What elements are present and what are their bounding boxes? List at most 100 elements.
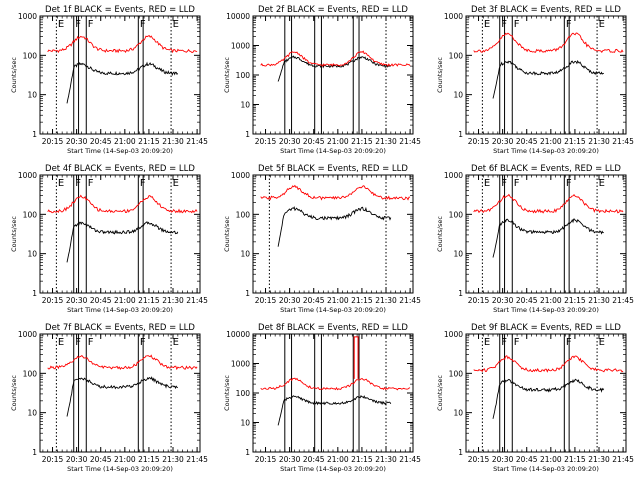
plot-frame: [465, 333, 627, 453]
x-tick-label: 21:00: [327, 296, 349, 305]
panel-9: Det 9f BLACK = Events, RED = LLD 1 10 100 10…: [436, 323, 634, 473]
x-tick-label: 20:45: [90, 296, 112, 305]
plot-frame: [39, 333, 201, 453]
x-tick-label: 21:45: [399, 455, 421, 464]
x-tick-label: 21:15: [351, 296, 373, 305]
plot-frame: [252, 174, 414, 294]
y-axis-label: Counts/sec: [436, 57, 444, 93]
marker-label: E: [599, 337, 605, 348]
marker-label: F: [88, 337, 94, 348]
marker-label: F: [88, 19, 94, 30]
x-tick-label: 20:45: [516, 137, 538, 146]
y-tick-label: 1: [458, 130, 463, 139]
x-tick-label: 21:00: [540, 455, 562, 464]
panel-title: Det 4f BLACK = Events, RED = LLD: [45, 164, 195, 174]
x-tick-label: 20:45: [516, 296, 538, 305]
y-tick-label: 1000: [18, 330, 37, 339]
lld-series-line: [260, 50, 411, 67]
panel-title: Det 6f BLACK = Events, RED = LLD: [471, 164, 621, 174]
x-tick-label: 20:15: [255, 296, 277, 305]
panel-1: Det 1f BLACK = Events, RED = LLD 1 10 100 10…: [10, 5, 208, 155]
x-tick-label: 21:15: [351, 455, 373, 464]
y-tick-label: 10: [27, 250, 37, 259]
y-tick-label: 10: [27, 409, 37, 418]
x-tick-label: 20:15: [42, 455, 64, 464]
lld-series-line: [260, 377, 411, 391]
marker-label: E: [58, 337, 64, 348]
marker-label: E: [173, 19, 179, 30]
y-tick-label: 100: [236, 71, 251, 80]
marker-label: E: [599, 19, 605, 30]
marker-label: E: [484, 337, 490, 348]
x-tick-label: 21:30: [162, 137, 184, 146]
y-tick-label: 100: [23, 369, 38, 378]
x-axis-label: Start Time (14-Sep-03 20:09:20): [493, 147, 599, 155]
x-tick-label: 21:45: [399, 296, 421, 305]
plot-frame: [465, 15, 627, 135]
x-tick-label: 21:00: [114, 137, 136, 146]
x-tick-label: 21:30: [162, 296, 184, 305]
panel-8: Det 8f BLACK = Events, RED = LLD 1 10 100 10…: [223, 323, 421, 473]
marker-label: F: [88, 178, 94, 189]
y-tick-label: 10: [453, 409, 463, 418]
x-tick-label: 20:30: [492, 137, 514, 146]
x-tick-label: 21:00: [327, 455, 349, 464]
y-tick-label: 10: [27, 91, 37, 100]
panel-6: Det 6f BLACK = Events, RED = LLD 1 10 100 10…: [436, 164, 634, 314]
y-tick-label: 10: [453, 91, 463, 100]
x-axis-label: Start Time (14-Sep-03 20:09:20): [280, 306, 386, 314]
panel-5: Det 5f BLACK = Events, RED = LLD 1 10 100 10…: [223, 164, 421, 314]
y-tick-label: 100: [23, 51, 38, 60]
x-tick-label: 21:30: [375, 137, 397, 146]
y-tick-label: 1000: [444, 330, 463, 339]
x-tick-label: 20:30: [492, 296, 514, 305]
y-tick-label: 10: [453, 250, 463, 259]
x-tick-label: 20:30: [279, 137, 301, 146]
x-tick-label: 20:30: [66, 137, 88, 146]
x-tick-label: 21:45: [186, 296, 208, 305]
y-tick-label: 1000: [18, 12, 37, 21]
events-series-line: [277, 394, 392, 426]
y-axis-label: Counts/sec: [10, 375, 18, 411]
x-tick-label: 20:45: [303, 455, 325, 464]
x-tick-label: 21:45: [186, 455, 208, 464]
y-tick-label: 1: [32, 130, 37, 139]
x-tick-label: 21:15: [564, 137, 586, 146]
y-tick-label: 100: [449, 210, 464, 219]
lld-series-line: [47, 34, 198, 54]
y-axis-label: Counts/sec: [10, 216, 18, 252]
x-tick-label: 21:00: [327, 137, 349, 146]
y-tick-label: 100: [236, 210, 251, 219]
events-series-line: [492, 378, 605, 419]
x-tick-label: 21:30: [375, 296, 397, 305]
plot-frame: [39, 174, 201, 294]
events-series-line: [66, 376, 179, 417]
events-series-line: [66, 61, 179, 104]
panel-title: Det 5f BLACK = Events, RED = LLD: [258, 164, 408, 174]
lld-spike: [353, 336, 359, 379]
lld-series-line: [47, 354, 198, 371]
y-tick-label: 1000: [18, 171, 37, 180]
panel-title: Det 7f BLACK = Events, RED = LLD: [45, 323, 195, 333]
y-tick-label: 100: [449, 51, 464, 60]
y-tick-label: 1: [458, 448, 463, 457]
x-tick-label: 20:30: [279, 296, 301, 305]
panel-2: Det 2f BLACK = Events, RED = LLD 1 10 100 10…: [223, 5, 421, 155]
events-series-line: [492, 218, 604, 258]
x-tick-label: 21:30: [588, 137, 610, 146]
marker-label: E: [58, 178, 64, 189]
plot-frame: [252, 333, 414, 453]
x-tick-label: 20:15: [42, 296, 64, 305]
x-tick-label: 20:15: [468, 137, 490, 146]
panel-4: Det 4f BLACK = Events, RED = LLD 1 10 100 10…: [10, 164, 208, 314]
events-series-line: [492, 59, 604, 99]
x-tick-label: 20:45: [516, 455, 538, 464]
panel-title: Det 1f BLACK = Events, RED = LLD: [45, 5, 195, 15]
marker-label: F: [514, 178, 520, 189]
x-tick-label: 20:30: [66, 455, 88, 464]
marker-label: E: [484, 178, 490, 189]
y-tick-label: 1: [32, 289, 37, 298]
y-tick-label: 10: [240, 250, 250, 259]
y-tick-label: 1: [32, 448, 37, 457]
